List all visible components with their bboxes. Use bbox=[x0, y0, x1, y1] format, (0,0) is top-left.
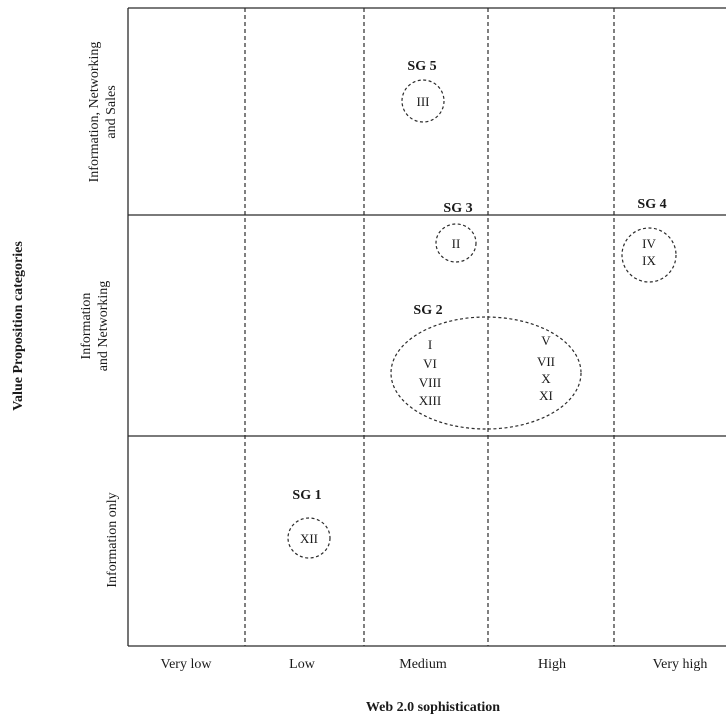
column-label-very-low: Very low bbox=[161, 657, 213, 672]
item-I: I bbox=[428, 337, 432, 352]
column-label-medium: Medium bbox=[399, 657, 447, 672]
svg-text:Information: Information bbox=[79, 293, 94, 360]
item-XIII: XIII bbox=[419, 393, 441, 408]
column-label-very-high: Very high bbox=[653, 657, 708, 672]
item-V: V bbox=[541, 333, 551, 348]
item-X: X bbox=[541, 371, 551, 386]
group-label-sg4: SG 4 bbox=[637, 197, 666, 212]
row-label-info-networking: Information and Networking bbox=[79, 281, 111, 372]
item-III: III bbox=[417, 94, 430, 109]
row-label-info-networking-sales: Information, Networking and Sales bbox=[87, 42, 119, 183]
svg-text:Information only: Information only bbox=[105, 492, 120, 587]
group-sg2-ellipse bbox=[391, 317, 581, 429]
item-IX: IX bbox=[642, 253, 656, 268]
x-axis-title: Web 2.0 sophistication bbox=[366, 700, 500, 715]
item-VIII: VIII bbox=[419, 375, 441, 390]
column-label-low: Low bbox=[289, 657, 316, 672]
item-IV: IV bbox=[642, 236, 656, 251]
svg-text:and Sales: and Sales bbox=[104, 85, 119, 138]
row-label-info-only: Information only bbox=[105, 492, 120, 587]
item-XII: XII bbox=[300, 531, 318, 546]
group-label-sg3: SG 3 bbox=[443, 201, 472, 216]
y-axis-title: Value Proposition categories bbox=[11, 241, 26, 411]
item-II: II bbox=[452, 236, 461, 251]
group-label-sg5: SG 5 bbox=[407, 59, 436, 74]
column-label-high: High bbox=[538, 657, 566, 672]
item-VI: VI bbox=[423, 356, 437, 371]
item-VII: VII bbox=[537, 354, 555, 369]
group-label-sg1: SG 1 bbox=[292, 488, 321, 503]
svg-text:and Networking: and Networking bbox=[96, 281, 111, 372]
group-label-sg2: SG 2 bbox=[413, 303, 442, 318]
svg-text:Information, Networking: Information, Networking bbox=[87, 42, 102, 183]
item-XI: XI bbox=[539, 388, 553, 403]
